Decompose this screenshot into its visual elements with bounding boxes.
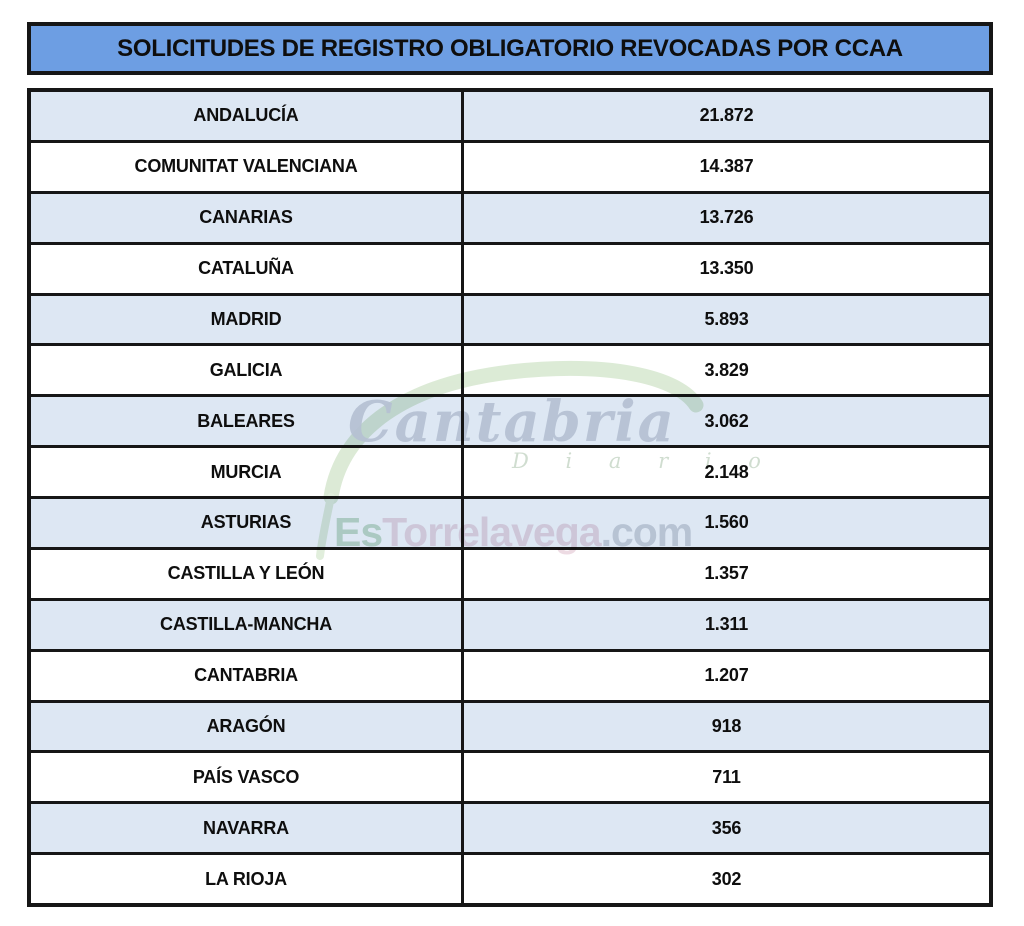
region-cell: COMUNITAT VALENCIANA xyxy=(31,142,465,191)
table-row: MURCIA 2.148 xyxy=(31,445,989,496)
table-row: ASTURIAS 1.560 xyxy=(31,496,989,547)
value-cell: 2.148 xyxy=(704,461,749,482)
region-cell: NAVARRA xyxy=(31,804,465,853)
table-row: CASTILLA Y LEÓN 1.357 xyxy=(31,546,989,598)
value-cell: 5.893 xyxy=(704,308,749,329)
region-cell: LA RIOJA xyxy=(31,855,465,903)
region-cell: MADRID xyxy=(31,295,465,344)
value-cell: 711 xyxy=(712,766,741,787)
region-cell: ASTURIAS xyxy=(31,499,465,547)
value-cell: 21.872 xyxy=(699,105,754,126)
region-cell: GALICIA xyxy=(31,346,465,395)
table-row: CASTILLA-MANCHA 1.311 xyxy=(31,597,989,649)
region-cell: ANDALUCÍA xyxy=(31,92,465,140)
table-row: ANDALUCÍA 21.872 xyxy=(31,92,989,140)
value-cell: 3.062 xyxy=(704,410,749,431)
table-row: NAVARRA 356 xyxy=(31,801,989,853)
region-cell: CATALUÑA xyxy=(31,244,465,293)
value-cell: 1.311 xyxy=(704,614,749,635)
region-cell: CANTABRIA xyxy=(31,651,465,700)
ccaa-table: ANDALUCÍA 21.872 COMUNITAT VALENCIANA 14… xyxy=(27,88,993,907)
value-cell: 13.350 xyxy=(699,258,754,279)
table-row: GALICIA 3.829 xyxy=(31,343,989,395)
table-row: BALEARES 3.062 xyxy=(31,394,989,446)
table-row: MADRID 5.893 xyxy=(31,292,989,344)
table-row: CANTABRIA 1.207 xyxy=(31,648,989,700)
region-cell: PAÍS VASCO xyxy=(31,753,465,802)
value-cell: 302 xyxy=(711,868,742,889)
table-title: SOLICITUDES DE REGISTRO OBLIGATORIO REVO… xyxy=(117,34,903,62)
region-cell: CANARIAS xyxy=(31,193,465,242)
value-cell: 3.829 xyxy=(704,359,749,380)
table-title-bar: SOLICITUDES DE REGISTRO OBLIGATORIO REVO… xyxy=(27,22,993,75)
table-row: ARAGÓN 918 xyxy=(31,699,989,751)
value-cell: 13.726 xyxy=(699,207,754,228)
region-cell: ARAGÓN xyxy=(31,702,465,751)
value-cell: 356 xyxy=(711,817,742,838)
region-cell: CASTILLA-MANCHA xyxy=(31,600,465,649)
value-cell: 1.207 xyxy=(704,665,749,686)
table-row: LA RIOJA 302 xyxy=(31,852,989,903)
region-cell: MURCIA xyxy=(31,448,465,496)
value-cell: 1.357 xyxy=(704,563,749,584)
value-cell: 14.387 xyxy=(699,156,754,177)
region-cell: CASTILLA Y LEÓN xyxy=(31,549,465,598)
region-cell: BALEARES xyxy=(31,397,465,446)
table-body: ANDALUCÍA 21.872 COMUNITAT VALENCIANA 14… xyxy=(31,92,989,903)
table-row: CANARIAS 13.726 xyxy=(31,190,989,242)
value-cell: 918 xyxy=(711,715,742,736)
table-row: COMUNITAT VALENCIANA 14.387 xyxy=(31,139,989,191)
table-row: PAÍS VASCO 711 xyxy=(31,750,989,802)
value-cell: 1.560 xyxy=(704,512,749,533)
table-row: CATALUÑA 13.350 xyxy=(31,241,989,293)
